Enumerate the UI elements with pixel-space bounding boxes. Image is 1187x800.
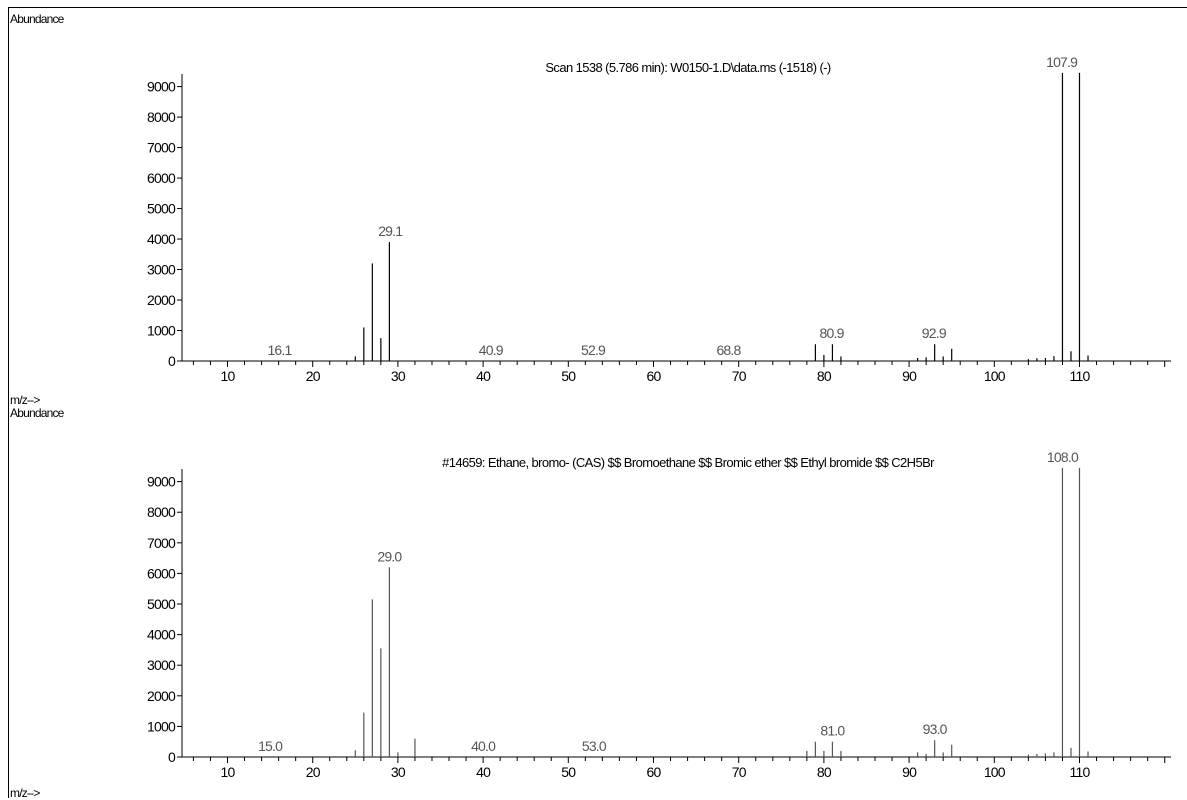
peak-label-top: 80.9 bbox=[820, 325, 845, 341]
x-tick-label-top: 70 bbox=[732, 368, 747, 384]
peak-label-top: 68.8 bbox=[716, 342, 741, 358]
x-tick-label-top: 110 bbox=[1070, 368, 1091, 384]
peak-label-bottom: 29.0 bbox=[377, 548, 402, 564]
x-tick-label-top: 20 bbox=[306, 368, 321, 384]
y-tick-label-bottom: 9000 bbox=[147, 474, 176, 490]
y-tick-label-top: 6000 bbox=[147, 170, 176, 186]
peak-label-top: 29.1 bbox=[378, 223, 403, 239]
x-tick-label-top: 40 bbox=[476, 368, 491, 384]
x-tick-label-top: 100 bbox=[984, 368, 1006, 384]
x-tick-label-bottom: 80 bbox=[817, 764, 832, 780]
peak-label-bottom: 15.0 bbox=[258, 738, 283, 754]
x-tick-label-top: 30 bbox=[391, 368, 406, 384]
x-tick-label-bottom: 60 bbox=[647, 764, 662, 780]
y-tick-label-top: 2000 bbox=[147, 292, 176, 308]
y-tick-label-bottom: 1000 bbox=[147, 718, 176, 734]
peak-label-bottom: 53.0 bbox=[582, 738, 607, 754]
x-tick-label-bottom: 70 bbox=[732, 764, 747, 780]
peak-label-top: 16.1 bbox=[267, 342, 292, 358]
peak-label-bottom: 40.0 bbox=[471, 738, 496, 754]
x-tick-label-bottom: 30 bbox=[391, 764, 406, 780]
x-tick-label-bottom: 100 bbox=[984, 764, 1006, 780]
y-tick-label-top: 7000 bbox=[147, 140, 176, 156]
peak-label-top: 107.9 bbox=[1046, 54, 1078, 70]
x-tick-label-bottom: 40 bbox=[476, 764, 491, 780]
chart-title-bottom: #14659: Ethane, bromo- (CAS) $$ Bromoeth… bbox=[442, 455, 935, 470]
peak-label-top: 92.9 bbox=[922, 325, 947, 341]
peak-label-bottom: 93.0 bbox=[923, 721, 948, 737]
x-tick-label-bottom: 110 bbox=[1070, 764, 1091, 780]
y-tick-label-top: 0 bbox=[168, 353, 176, 369]
x-tick-label-top: 10 bbox=[221, 368, 236, 384]
report-frame bbox=[8, 7, 1187, 798]
x-tick-label-top: 90 bbox=[902, 368, 917, 384]
peak-label-top: 40.9 bbox=[479, 342, 504, 358]
y-tick-label-bottom: 3000 bbox=[147, 657, 176, 673]
peak-label-bottom: 81.0 bbox=[820, 723, 845, 739]
x-tick-label-bottom: 90 bbox=[902, 764, 917, 780]
y-tick-label-bottom: 6000 bbox=[147, 565, 176, 581]
x-tick-label-top: 60 bbox=[647, 368, 662, 384]
x-tick-label-bottom: 50 bbox=[561, 764, 576, 780]
y-tick-label-top: 8000 bbox=[147, 109, 176, 125]
y-tick-label-top: 9000 bbox=[147, 79, 176, 95]
y-tick-label-bottom: 8000 bbox=[147, 504, 176, 520]
y-tick-label-top: 1000 bbox=[147, 323, 176, 339]
x-axis-label-top: m/z--> bbox=[10, 393, 40, 407]
x-tick-label-bottom: 10 bbox=[221, 764, 236, 780]
y-tick-label-bottom: 7000 bbox=[147, 535, 176, 551]
y-tick-label-top: 3000 bbox=[147, 262, 176, 278]
y-tick-label-bottom: 5000 bbox=[147, 596, 176, 612]
x-tick-label-top: 50 bbox=[561, 368, 576, 384]
y-tick-label-bottom: 4000 bbox=[147, 627, 176, 643]
x-tick-label-top: 80 bbox=[817, 368, 832, 384]
y-axis-label-bottom: Abundance bbox=[10, 406, 64, 420]
peak-label-top: 52.9 bbox=[581, 342, 606, 358]
y-tick-label-bottom: 2000 bbox=[147, 688, 176, 704]
y-tick-label-top: 4000 bbox=[147, 231, 176, 247]
chart-title-top: Scan 1538 (5.786 min): W0150-1.D\data.ms… bbox=[545, 60, 831, 75]
peak-label-bottom: 108.0 bbox=[1047, 449, 1079, 465]
y-tick-label-bottom: 0 bbox=[168, 749, 176, 765]
y-axis-label-top: Abundance bbox=[10, 12, 64, 26]
x-axis-label-bottom: m/z--> bbox=[10, 786, 40, 800]
y-tick-label-top: 5000 bbox=[147, 201, 176, 217]
x-tick-label-bottom: 20 bbox=[306, 764, 321, 780]
